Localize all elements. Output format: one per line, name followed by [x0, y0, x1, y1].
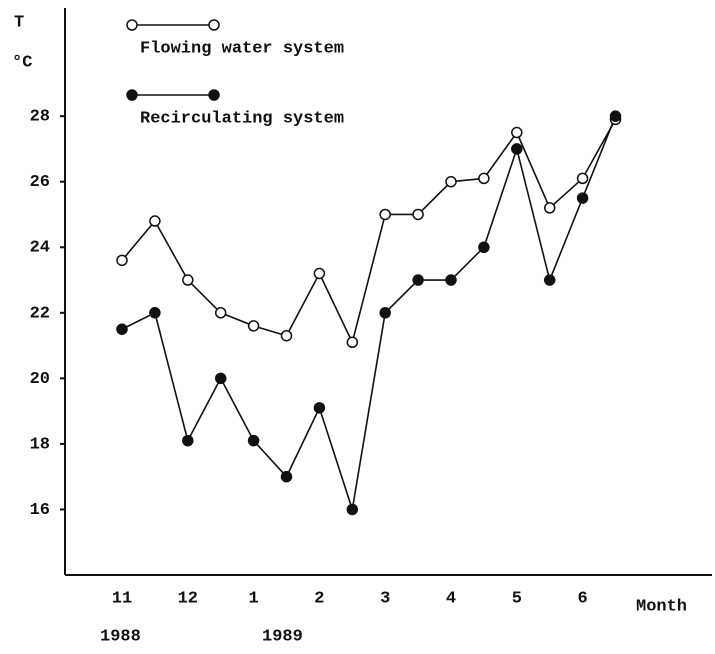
x-tick-label: 3 [380, 589, 390, 608]
point [412, 274, 424, 286]
point [445, 175, 457, 188]
x-tick-label: 2 [314, 589, 324, 608]
legend-label: Recirculating system [140, 109, 344, 128]
y-tick-label: 26 [30, 173, 50, 192]
point [478, 172, 490, 185]
x-tick-label: 11 [112, 589, 132, 608]
point [214, 307, 227, 319]
x-tick-label: 6 [577, 589, 587, 608]
x-tick-label: 5 [512, 589, 522, 608]
year-label: 1989 [262, 627, 303, 646]
point [346, 503, 359, 516]
point [478, 241, 490, 254]
series-line [121, 115, 617, 510]
point [346, 336, 359, 349]
x-tick-label: 4 [446, 589, 456, 608]
point [116, 323, 128, 335]
point [214, 372, 227, 385]
point [116, 254, 128, 267]
point [280, 329, 293, 342]
year-label: 1988 [100, 627, 141, 646]
point [576, 172, 589, 185]
y-tick-label: 18 [30, 435, 50, 454]
legend-marker [126, 19, 138, 31]
point [543, 274, 556, 286]
point [379, 307, 391, 319]
y-axis-label: T [14, 13, 24, 32]
point [313, 267, 326, 280]
point [412, 208, 424, 221]
y-tick-label: 16 [30, 501, 50, 520]
point [182, 434, 194, 447]
point [379, 208, 391, 221]
point [609, 110, 622, 122]
legend-marker [208, 19, 220, 31]
point [543, 202, 556, 214]
x-tick-label: 12 [178, 589, 198, 608]
y-tick-label: 28 [30, 108, 50, 127]
point [149, 307, 161, 319]
point [511, 143, 523, 155]
point [182, 274, 194, 286]
y-tick-label: 24 [30, 239, 50, 258]
point [576, 192, 589, 204]
legend-marker [126, 89, 138, 101]
y-tick-label: 22 [30, 304, 50, 323]
point [247, 434, 260, 447]
y-tick-label: 20 [30, 370, 50, 389]
point [280, 470, 293, 483]
point [149, 215, 161, 227]
point [247, 320, 260, 332]
legend-label: Flowing water system [140, 39, 344, 58]
point [511, 126, 523, 139]
legend-marker [208, 89, 220, 101]
point [445, 274, 457, 286]
y-axis-unit: °C [12, 53, 32, 72]
series-line [121, 119, 617, 345]
x-axis-label: Month [636, 597, 687, 616]
point [313, 402, 326, 414]
x-tick-label: 1 [248, 589, 258, 608]
